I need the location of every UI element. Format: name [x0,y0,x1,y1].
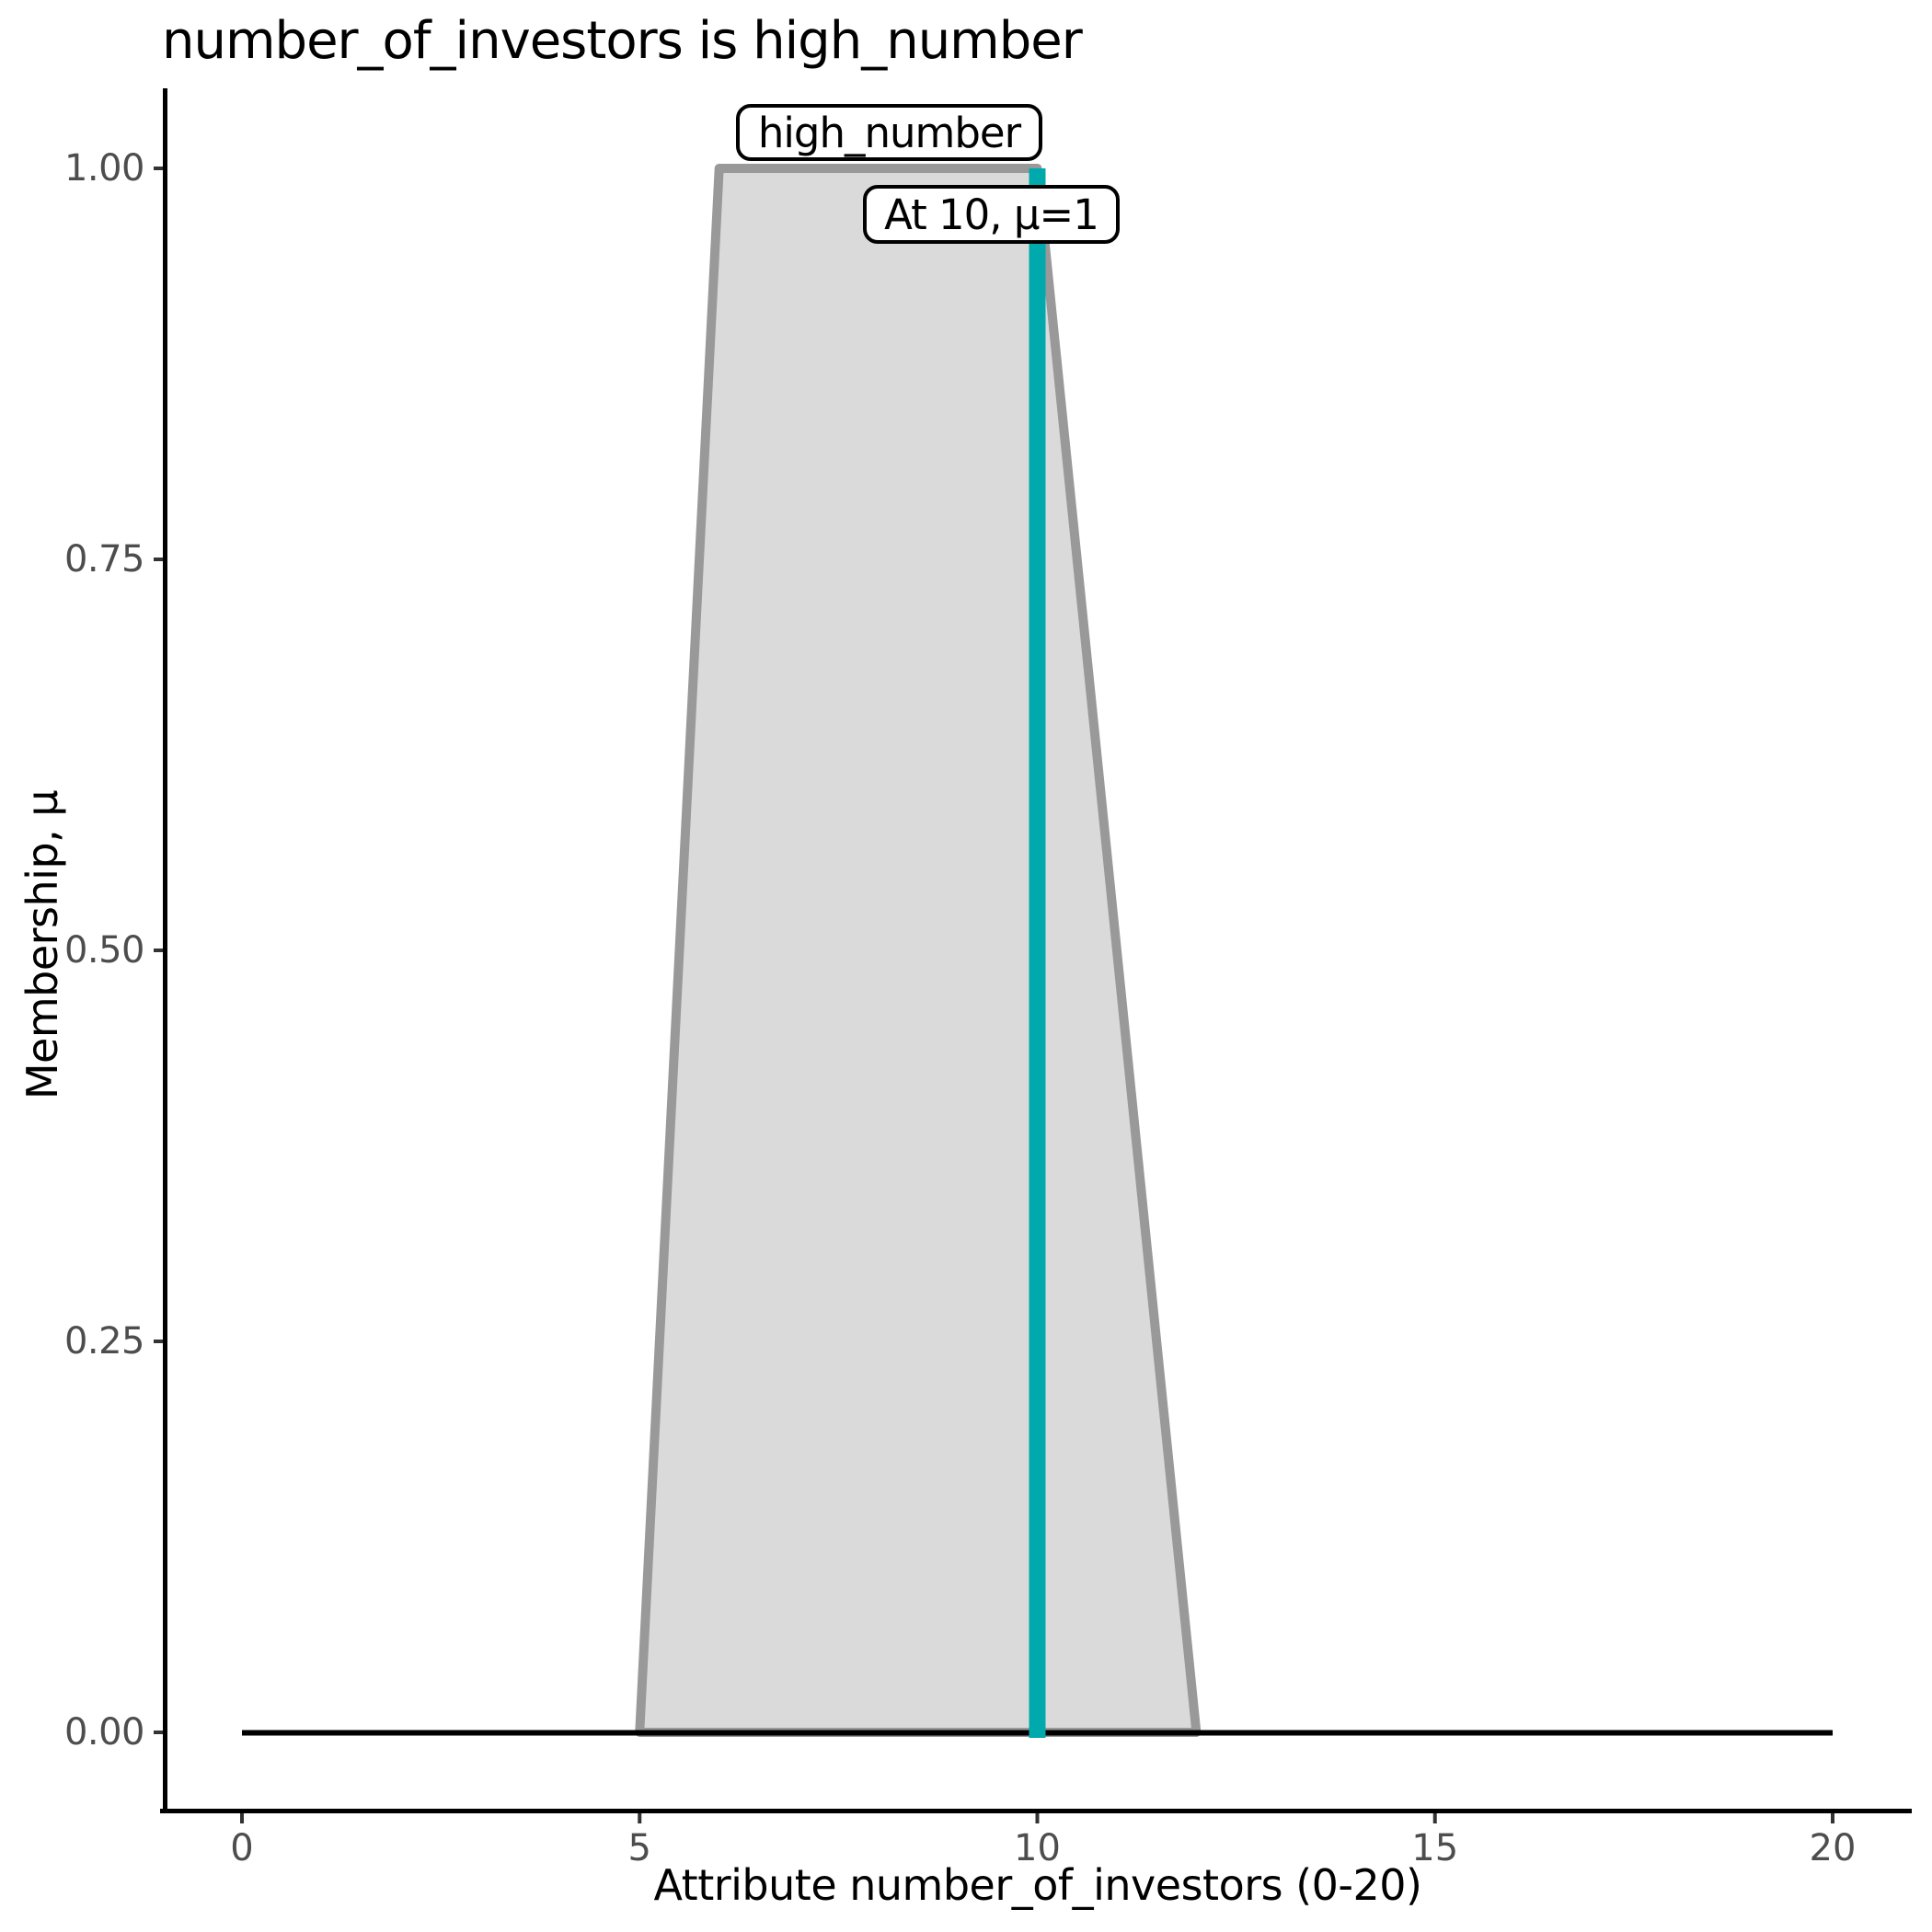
membership-function-polygon [635,164,1202,1737]
y-tick-label: 0.00 [63,1711,145,1754]
fuzzy-set-label-text: high_number [757,108,1021,157]
y-tick-label: 0.75 [63,538,145,581]
membership-value-annotation-text: At 10, μ=1 [884,190,1099,239]
x-tick-label: 0 [230,1827,254,1869]
chart-title: number_of_investors is high_number [162,11,1083,71]
x-axis-title: Attribute number_of_investors (0-20) [653,1860,1423,1910]
membership-value-annotation: At 10, μ=1 [863,185,1120,244]
x-tick-label: 10 [1014,1827,1061,1869]
x-tick-label: 15 [1411,1827,1459,1869]
y-tick-label: 0.25 [63,1320,145,1363]
x-tick-label: 20 [1809,1827,1857,1869]
y-axis-tick-marks [154,167,163,1734]
y-tick-label: 1.00 [63,147,145,190]
fuzzy-set-label: high_number [736,104,1042,161]
y-tick-label: 0.50 [63,929,145,972]
x-axis-tick-marks [240,1813,1834,1823]
x-tick-label: 5 [627,1827,651,1869]
